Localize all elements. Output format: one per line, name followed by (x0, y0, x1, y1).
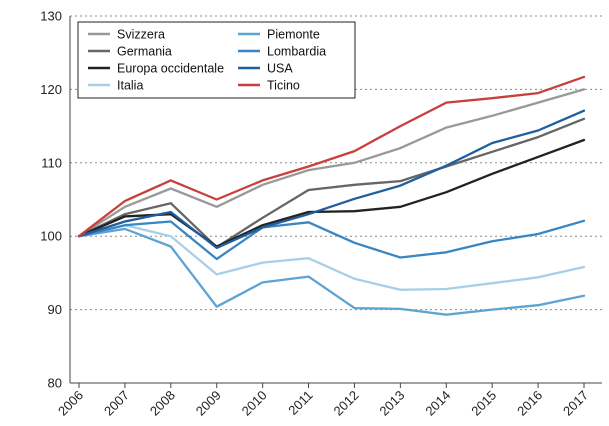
legend-label: Germania (117, 45, 172, 59)
legend-label: Europa occidentale (117, 62, 224, 76)
legend-label: Svizzera (117, 28, 165, 42)
x-tick-label: 2007 (101, 388, 132, 419)
y-tick-label: 90 (48, 302, 62, 317)
series-line-usa (77, 109, 586, 250)
y-tick-label: 120 (40, 82, 62, 97)
x-tick-label: 2011 (285, 388, 315, 418)
x-tick-label: 2013 (376, 388, 407, 419)
x-tick-label: 2008 (147, 388, 178, 419)
y-tick-label: 130 (40, 9, 62, 24)
x-tick-label: 2006 (55, 388, 86, 419)
series-line-germania (77, 117, 586, 249)
legend-label: USA (267, 62, 293, 76)
y-tick-label: 110 (41, 155, 62, 170)
x-tick-label: 2010 (239, 388, 270, 419)
x-tick-label: 2009 (193, 388, 224, 419)
series-line-lombardia (77, 219, 586, 261)
series-line-svizzera (77, 88, 586, 238)
series-line-piemonte (77, 227, 586, 316)
x-tick-label: 2014 (422, 388, 453, 419)
series-line-ticino (77, 75, 586, 238)
y-tick-label: 100 (40, 229, 62, 244)
series-line-italia (77, 224, 586, 291)
legend-box (77, 21, 356, 99)
x-tick-label: 2012 (331, 388, 362, 419)
legend-label: Italia (117, 79, 143, 93)
series-lines (77, 75, 586, 316)
x-tick-label: 2017 (560, 388, 591, 419)
legend-label: Lombardia (267, 45, 326, 59)
legend: Svizzera Germania Europa occidentale Italia… (77, 21, 356, 99)
y-tick-label: 80 (48, 376, 62, 391)
legend-label: Ticino (267, 79, 300, 93)
legend-label: Piemonte (267, 28, 320, 42)
series-line-europa-occidentale (77, 138, 586, 248)
x-tick-label: 2016 (514, 388, 545, 419)
x-tick-label: 2015 (468, 388, 499, 419)
